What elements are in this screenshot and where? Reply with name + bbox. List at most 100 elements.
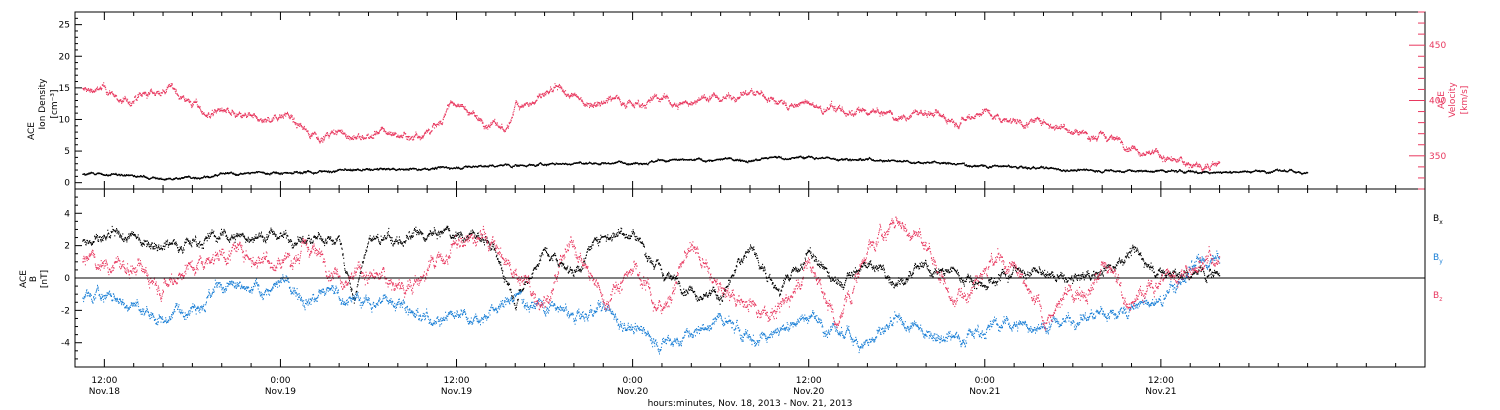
velocity-point (342, 133, 344, 135)
velocity-point (903, 115, 905, 117)
velocity-point (1010, 122, 1012, 124)
velocity-point (730, 97, 732, 99)
velocity-point (688, 103, 690, 105)
velocity-point (540, 97, 542, 99)
velocity-point (963, 118, 965, 120)
velocity-point (1196, 166, 1198, 168)
ion-density-point (614, 162, 616, 164)
velocity-point (207, 114, 209, 116)
ion-density-point (210, 176, 212, 178)
velocity-point (842, 110, 844, 112)
ion-density-point (139, 176, 141, 178)
velocity-point (345, 134, 347, 136)
velocity-point (752, 94, 754, 96)
velocity-point (862, 109, 864, 111)
ion-density-point (163, 179, 165, 181)
velocity-point (350, 137, 352, 139)
velocity-point (1058, 126, 1060, 128)
velocity-point (196, 100, 198, 102)
velocity-point (1219, 161, 1221, 164)
velocity-point (472, 111, 474, 113)
velocity-point (996, 114, 998, 117)
velocity-point (370, 136, 372, 138)
velocity-point (851, 110, 853, 112)
velocity-point (121, 101, 123, 103)
ion-density-point (420, 169, 422, 171)
velocity-point (999, 118, 1001, 120)
velocity-point (501, 123, 503, 125)
velocity-point (807, 101, 809, 103)
velocity-point (354, 137, 356, 139)
velocity-point (665, 96, 667, 98)
velocity-point (637, 99, 639, 101)
velocity-point (1065, 128, 1067, 130)
velocity-point (797, 104, 799, 106)
velocity-point (1211, 163, 1213, 165)
velocity-point (589, 105, 591, 107)
velocity-point (1217, 163, 1219, 165)
velocity-point (883, 112, 885, 114)
velocity-point (466, 110, 468, 112)
velocity-point (892, 113, 893, 115)
velocity-point (1096, 139, 1098, 141)
velocity-point (241, 116, 243, 118)
velocity-point (1098, 135, 1100, 137)
velocity-point (878, 111, 880, 114)
velocity-point (459, 104, 461, 106)
velocity-point (568, 95, 570, 97)
velocity-point (324, 137, 326, 139)
velocity-point (288, 117, 290, 119)
ion-density-point (233, 172, 235, 174)
velocity-point (751, 90, 753, 92)
velocity-point (1056, 126, 1058, 128)
velocity-point (761, 91, 763, 93)
velocity-point (914, 111, 916, 113)
velocity-point (400, 136, 402, 138)
velocity-point (549, 90, 551, 92)
velocity-point (427, 128, 429, 130)
velocity-point (985, 108, 987, 110)
velocity-point (512, 114, 514, 116)
velocity-point (500, 128, 502, 130)
velocity-point (727, 94, 729, 97)
velocity-point (795, 106, 797, 108)
velocity-point (325, 132, 327, 134)
ion-density-point (474, 166, 476, 168)
velocity-point (522, 106, 524, 108)
velocity-point (810, 104, 812, 106)
ion-density-point (217, 175, 218, 177)
velocity-point (898, 116, 900, 118)
velocity-point (1200, 165, 1202, 167)
velocity-point (1032, 121, 1034, 123)
ion-density-point (181, 177, 183, 179)
velocity-point (1127, 150, 1129, 153)
velocity-point (130, 102, 132, 104)
velocity-point (247, 114, 249, 116)
velocity-point (837, 107, 839, 110)
velocity-point (1197, 166, 1199, 168)
velocity-point (631, 102, 633, 104)
velocity-point (712, 95, 714, 97)
velocity-point (467, 114, 469, 116)
ion-density-point (276, 172, 277, 174)
velocity-point (510, 119, 512, 121)
velocity-point (188, 98, 189, 100)
ion-density-point (505, 163, 507, 165)
velocity-point (1203, 168, 1205, 170)
velocity-point (321, 140, 323, 142)
velocity-point (896, 119, 898, 121)
ion-density-point (406, 169, 408, 171)
velocity-point (722, 98, 724, 101)
velocity-point (1206, 166, 1208, 168)
velocity-point (196, 104, 198, 106)
velocity-point (892, 116, 894, 119)
ion-density-point (543, 164, 545, 166)
velocity-point (492, 120, 494, 122)
velocity-point (1100, 130, 1102, 132)
velocity-point (322, 141, 324, 143)
velocity-point (621, 103, 623, 105)
velocity-point (206, 115, 208, 117)
velocity-point (167, 86, 169, 89)
ion-density-point (638, 163, 640, 165)
velocity-point (301, 126, 303, 128)
